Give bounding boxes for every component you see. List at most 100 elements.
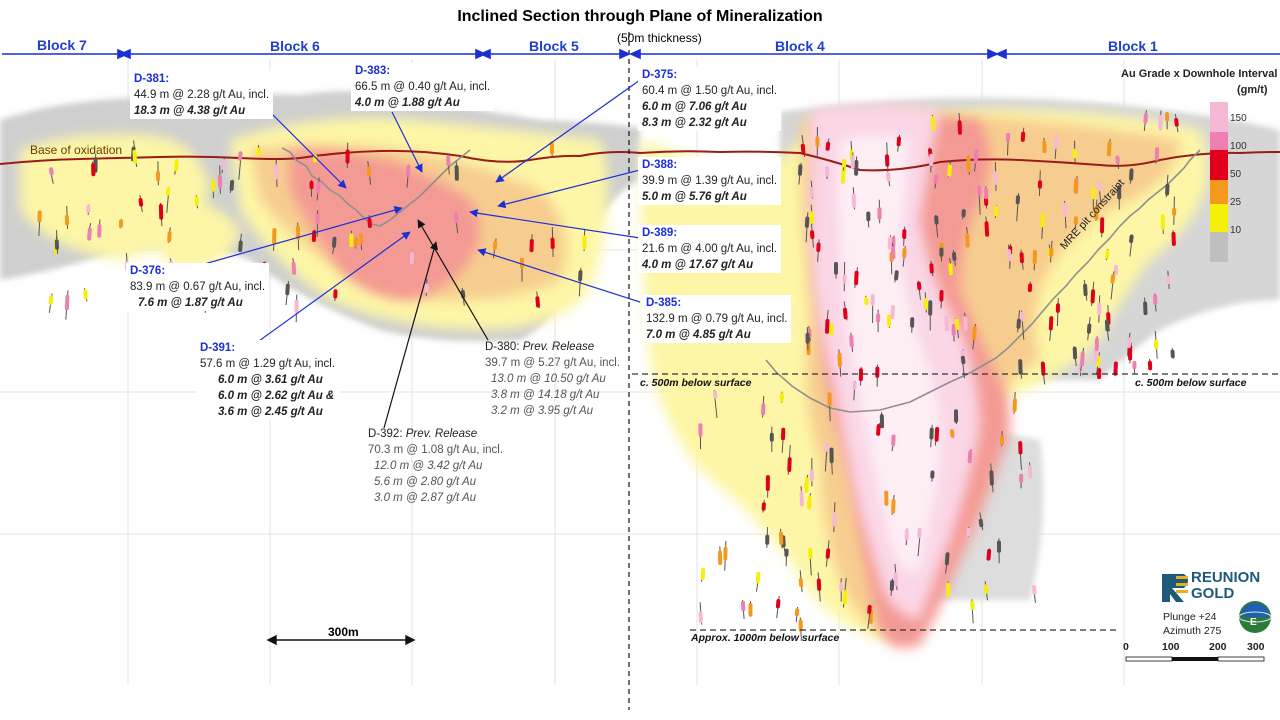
block-label-4: Block 4	[775, 38, 825, 54]
intercept-bold: 4.0 m @ 17.67 g/t Au	[642, 259, 754, 271]
compass-ball	[1238, 601, 1272, 633]
compass-label: E	[1250, 617, 1257, 628]
drill-hole-intercept	[492, 240, 498, 251]
legend-tick-10: 10	[1230, 225, 1242, 236]
legend-tick-25: 25	[1230, 197, 1242, 208]
hole-id: D-388:	[642, 159, 678, 171]
depth-lines	[632, 373, 1280, 631]
block-label-7: Block 7	[37, 37, 87, 53]
drill-hole-intercept	[409, 252, 415, 265]
drill-hole-intercept	[1040, 361, 1046, 376]
drill-hole-intercept	[804, 477, 809, 493]
drill-hole-intercept	[755, 571, 761, 584]
drill-hole-intercept	[967, 450, 973, 464]
drill-hole-intercept	[891, 246, 896, 260]
legend-tick-50: 50	[1230, 169, 1242, 180]
drill-hole-intercept	[1110, 274, 1116, 284]
hole-id: D-375:	[642, 69, 678, 81]
drill-hole-intercept	[87, 227, 92, 241]
scale-arrow-300m	[266, 634, 416, 646]
intercept-line: 83.9 m @ 0.67 g/t Au, incl.	[130, 281, 266, 293]
drill-hole-intercept	[842, 590, 848, 605]
drill-hole-intercept	[934, 427, 940, 442]
release-tag: Prev. Release	[405, 428, 478, 440]
drill-hole-intercept	[890, 305, 895, 320]
scalebar-tick-0: 0	[1123, 641, 1129, 653]
drill-hole-intercept	[229, 180, 235, 191]
drill-hole-intercept	[972, 325, 977, 340]
drill-hole-intercept	[535, 296, 540, 308]
scalebar-tick-100: 100	[1162, 641, 1180, 653]
legend-title-line2: (gm/t)	[1237, 84, 1268, 96]
drill-hole-intercept	[775, 599, 781, 609]
hole-id: D-376:	[130, 265, 166, 277]
legend-tick-150: 150	[1230, 113, 1247, 124]
intercept-bold: 12.0 m @ 3.42 g/t Au	[374, 460, 483, 472]
drill-hole-intercept	[950, 429, 955, 438]
intercept-bold: 3.0 m @ 2.87 g/t Au	[374, 492, 477, 504]
plunge-label: Plunge +24	[1163, 611, 1217, 623]
legend-swatches	[1210, 102, 1228, 262]
drill-hole-intercept	[825, 548, 831, 559]
annotation-d375: D-375: 60.4 m @ 1.50 g/t Au, incl. 6.0 m…	[638, 67, 782, 131]
drill-hole-intercept	[948, 263, 953, 276]
drill-hole-intercept	[1083, 283, 1088, 297]
drill-hole-intercept	[1107, 141, 1112, 157]
drill-hole-intercept	[916, 281, 922, 291]
drill-hole-intercept	[138, 198, 144, 207]
intercept-bold: 18.3 m @ 4.38 g/t Au	[134, 105, 246, 117]
intercept-bold: 8.3 m @ 2.32 g/t Au	[642, 117, 747, 129]
drill-hole-traces	[37, 110, 1179, 641]
drill-hole-intercept	[1113, 361, 1118, 376]
drill-hole-intercept	[1080, 351, 1085, 367]
drill-hole-intercept	[876, 424, 881, 436]
hole-id: D-391:	[200, 342, 236, 354]
drill-hole-intercept	[454, 212, 459, 224]
drill-hole-intercept	[238, 151, 243, 161]
drill-hole-intercept	[238, 240, 243, 253]
drill-hole-intercept	[891, 498, 896, 514]
drill-hole-intercept	[291, 261, 297, 275]
intercept-line: 44.9 m @ 2.28 g/t Au, incl.	[134, 89, 270, 101]
drill-hole-intercept	[132, 149, 138, 164]
annotation-leaders	[175, 79, 641, 347]
legend-title-line1: Au Grade x Downhole Interval	[1121, 68, 1278, 80]
drill-hole-intercept	[700, 568, 706, 580]
intercept-line: 57.6 m @ 1.29 g/t Au, incl.	[200, 358, 336, 370]
scale-label: 300m	[328, 625, 359, 639]
hole-id: D-392:	[368, 428, 403, 440]
drill-hole-intercept	[963, 316, 968, 331]
hole-id: D-381:	[134, 73, 170, 85]
intercept-bold: 6.0 m @ 2.62 g/t Au &	[218, 390, 335, 402]
drill-hole-intercept	[807, 495, 812, 510]
intercept-line: 66.5 m @ 0.40 g/t Au, incl.	[355, 81, 491, 93]
hole-id: D-383:	[355, 65, 391, 77]
intercept-bold: 5.6 m @ 2.80 g/t Au	[374, 476, 477, 488]
drill-hole-intercept	[1174, 118, 1179, 127]
annotation-d383: D-383: 66.5 m @ 0.40 g/t Au, incl. 4.0 m…	[351, 63, 495, 111]
figure-subtitle: (50m thickness)	[617, 31, 702, 45]
scalebar-tick-300: 300	[1247, 641, 1265, 653]
depth-label-500-left: c. 500m below surface	[640, 377, 752, 389]
reunion-gold-logo-mark	[1162, 574, 1188, 602]
drill-hole-intercept	[49, 167, 54, 176]
intercept-bold: 3.6 m @ 2.45 g/t Au	[218, 406, 323, 418]
drill-hole-intercept	[1126, 337, 1132, 349]
drill-hole-intercept	[917, 527, 922, 539]
annotation-d381: D-381: 44.9 m @ 2.28 g/t Au, incl. 18.3 …	[130, 71, 274, 119]
depth-label-1000: Approx. 1000m below surface	[691, 632, 840, 644]
block-label-1: Block 1	[1108, 38, 1158, 54]
block-label-6: Block 6	[270, 38, 320, 54]
drill-hole-intercept	[1104, 319, 1110, 332]
drill-hole-intercept	[332, 236, 337, 248]
release-tag: Prev. Release	[522, 341, 595, 353]
drill-hole-intercept	[930, 116, 936, 131]
drill-hole-intercept	[460, 289, 466, 299]
logo-text-line2: GOLD	[1191, 585, 1235, 602]
hole-id: D-385:	[646, 297, 682, 309]
hole-id: D-389:	[642, 227, 678, 239]
logo-text-line1: REUNION	[1191, 569, 1261, 586]
legend-tick-100: 100	[1230, 141, 1247, 152]
intercept-line: 21.6 m @ 4.00 g/t Au, incl.	[642, 243, 778, 255]
